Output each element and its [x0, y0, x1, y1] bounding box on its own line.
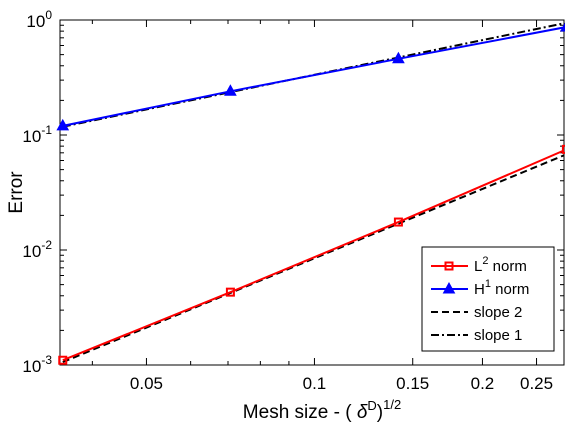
- x-tick-label: 0.2: [471, 374, 495, 393]
- legend-label: L2 norm: [474, 255, 527, 275]
- x-tick-label: 0.25: [520, 374, 553, 393]
- data-point-h1: [56, 118, 70, 131]
- y-tick-label: 10-3: [22, 353, 52, 376]
- data-point-h1: [224, 84, 237, 96]
- data-point-l2: [58, 355, 68, 365]
- x-tick-label: 0.1: [303, 374, 327, 393]
- y-tick-label: 100: [26, 8, 52, 31]
- legend-label: H1 norm: [474, 278, 529, 298]
- legend-label: slope 2: [474, 304, 522, 321]
- x-tick-label: 0.05: [130, 374, 163, 393]
- data-point-l2: [561, 144, 565, 154]
- data-point-l2: [393, 217, 403, 227]
- x-tick-label: 0.15: [396, 374, 429, 393]
- series-line-l2: [62, 149, 564, 362]
- legend: L2 norm H1 norm slope 2 slope 1: [421, 246, 555, 352]
- data-point-h1: [560, 22, 565, 32]
- legend-marker: [442, 281, 456, 294]
- y-tick-label: 10-1: [22, 123, 52, 146]
- data-point-l2: [225, 287, 235, 297]
- series-line-h1: [62, 26, 564, 127]
- series-line-slope-2: [62, 154, 564, 364]
- y-axis-label: Error: [6, 171, 27, 214]
- y-tick-label: 10-2: [22, 238, 52, 261]
- legend-marker: [444, 261, 454, 271]
- x-axis-label: Mesh size - ( δD)1/2: [243, 397, 401, 423]
- data-point-h1: [392, 51, 405, 64]
- legend-label: slope 1: [474, 327, 522, 344]
- legend-box: [421, 246, 555, 352]
